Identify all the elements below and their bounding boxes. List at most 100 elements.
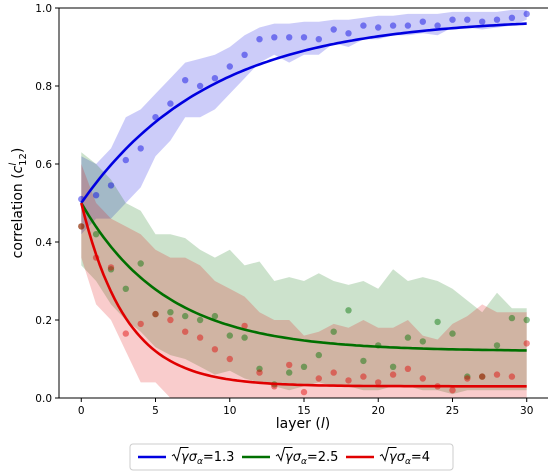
point-series-1-13 — [271, 34, 278, 41]
point-series-2-27 — [479, 373, 486, 380]
fit-line-series-3 — [80, 202, 527, 388]
legend-label-3: γσα=4 — [389, 450, 430, 467]
point-series-2-16 — [315, 351, 322, 359]
point-series-1-10 — [226, 63, 233, 70]
point-series-3-18 — [345, 377, 352, 384]
point-series-1-7 — [182, 77, 189, 84]
legend: γσα=1.3 γσα=2.5 γσα=4 — [129, 443, 454, 471]
point-series-1-9 — [211, 75, 219, 82]
scatter-points — [78, 10, 530, 396]
legend-box — [129, 443, 454, 471]
point-series-1-17 — [330, 26, 337, 33]
point-series-2-23 — [419, 338, 426, 345]
point-series-2-12 — [256, 365, 263, 372]
point-series-3-2 — [107, 264, 115, 271]
point-series-3-20 — [375, 379, 382, 386]
legend-sqrt-icon-1 — [171, 447, 189, 462]
fit-curves — [80, 22, 527, 388]
point-series-1-28 — [493, 16, 501, 23]
point-series-1-20 — [375, 24, 382, 31]
point-series-2-10 — [226, 332, 233, 339]
point-series-1-25 — [449, 16, 456, 23]
point-series-3-5 — [152, 310, 159, 318]
point-series-3-12 — [256, 369, 263, 376]
point-series-2-25 — [449, 330, 456, 337]
point-series-3-4 — [137, 320, 144, 328]
point-series-1-23 — [419, 18, 426, 25]
point-series-3-30 — [523, 340, 530, 347]
point-series-2-7 — [182, 312, 189, 320]
legend-label-1: γσα=1.3 — [181, 450, 234, 467]
fit-line-series-1 — [80, 22, 527, 204]
x-tick-label-0: 0 — [78, 405, 85, 417]
point-series-3-26 — [464, 375, 471, 382]
point-series-1-2 — [107, 182, 115, 189]
point-series-2-2 — [107, 266, 115, 273]
point-series-3-21 — [389, 371, 397, 378]
point-series-2-0 — [78, 223, 85, 230]
point-series-2-14 — [286, 369, 293, 376]
point-series-1-26 — [464, 16, 471, 23]
x-tick-label-3: 15 — [297, 405, 310, 417]
point-series-2-11 — [241, 334, 248, 341]
x-tick-label-5: 25 — [446, 405, 459, 417]
point-series-2-1 — [92, 231, 100, 238]
point-series-3-23 — [419, 375, 426, 382]
y-tick-label-1: 0.2 — [35, 315, 52, 327]
point-series-1-15 — [300, 34, 308, 41]
band-series-1 — [81, 9, 527, 235]
point-series-2-30 — [523, 316, 530, 324]
fit-line-series-2 — [80, 202, 527, 352]
point-series-2-22 — [404, 334, 412, 341]
point-series-2-5 — [152, 310, 159, 318]
legend-sqrt-icon-3 — [379, 447, 397, 462]
legend-sqrt-icon-2 — [275, 447, 293, 462]
point-series-3-9 — [211, 346, 219, 353]
point-series-3-17 — [330, 369, 337, 376]
point-series-1-6 — [167, 100, 174, 107]
confidence-bands — [81, 9, 527, 398]
y-tick-label-2: 0.4 — [35, 237, 52, 249]
point-series-1-12 — [256, 36, 263, 43]
y-axis-ticks: 0.0 0.2 0.4 0.6 0.8 1.0 — [35, 3, 59, 405]
point-series-3-29 — [508, 373, 516, 380]
y-axis-label: correlation (cl12) — [8, 148, 29, 259]
x-tick-label-6: 30 — [520, 405, 533, 417]
point-series-1-8 — [196, 82, 204, 90]
point-series-3-6 — [167, 316, 174, 324]
point-series-3-25 — [449, 387, 456, 394]
point-series-3-19 — [360, 373, 367, 380]
y-tick-label-3: 0.6 — [35, 159, 52, 171]
point-series-2-3 — [122, 285, 129, 292]
point-series-3-11 — [241, 322, 248, 330]
point-series-2-6 — [167, 309, 174, 316]
point-series-2-19 — [360, 357, 367, 365]
point-series-1-5 — [152, 114, 159, 121]
band-series-2 — [81, 152, 527, 395]
point-series-2-9 — [211, 312, 219, 320]
point-series-2-15 — [300, 363, 308, 370]
point-series-3-27 — [479, 373, 486, 380]
x-axis-ticks: 0 5 10 15 20 25 30 — [78, 398, 533, 417]
point-series-1-18 — [345, 30, 352, 37]
point-series-3-3 — [122, 330, 129, 337]
x-tick-label-1: 5 — [152, 405, 159, 417]
point-series-2-29 — [508, 314, 516, 322]
x-axis-label: layer (l) — [276, 416, 330, 432]
point-series-2-26 — [464, 373, 471, 380]
point-series-3-14 — [286, 361, 293, 369]
point-series-1-24 — [434, 22, 441, 29]
y-tick-label-4: 0.8 — [35, 81, 52, 93]
x-tick-label-2: 10 — [223, 405, 236, 417]
point-series-2-18 — [345, 307, 352, 314]
point-series-3-16 — [315, 375, 322, 382]
point-series-2-17 — [330, 328, 337, 335]
point-series-1-27 — [479, 18, 486, 25]
point-series-2-4 — [137, 260, 144, 267]
point-series-1-3 — [122, 156, 129, 164]
point-series-3-10 — [226, 355, 233, 363]
point-series-1-14 — [286, 34, 293, 41]
point-series-1-16 — [315, 36, 322, 43]
point-series-3-15 — [300, 388, 308, 396]
